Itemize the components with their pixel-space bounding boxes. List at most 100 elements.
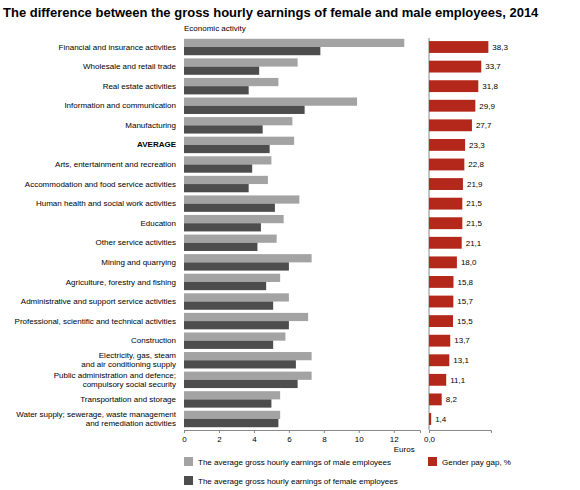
- bar: [184, 39, 404, 47]
- bar: [429, 276, 453, 288]
- y-tick: Education: [140, 219, 178, 228]
- bar: [184, 262, 289, 270]
- bar: [184, 332, 285, 340]
- y-tick-label: Mining and quarrying: [101, 258, 176, 267]
- bar: [184, 156, 271, 164]
- bar: [429, 413, 431, 425]
- bar: [184, 274, 280, 282]
- legend-item: Gender pay gap, %: [428, 457, 511, 467]
- label-line: Public administration and defence;: [54, 371, 176, 380]
- bar: [184, 380, 298, 388]
- label-line: Accommodation and food service activitie…: [25, 180, 176, 189]
- y-tick: Construction: [131, 336, 178, 345]
- bar: [429, 178, 463, 190]
- legend-swatch: [184, 476, 193, 485]
- bar: [184, 204, 275, 212]
- y-tick-label: AVERAGE: [137, 140, 177, 149]
- bar: [429, 100, 475, 112]
- bar: [184, 86, 249, 94]
- data-label: 29,9: [479, 102, 495, 111]
- x-tick-label: 8: [322, 435, 327, 444]
- bar: [184, 223, 261, 231]
- label-line: Wholesale and retail trade: [83, 62, 176, 71]
- x-tick-mark: [359, 430, 360, 433]
- data-label: 13,1: [453, 356, 469, 365]
- label-line: Agriculture, forestry and fishing: [66, 278, 176, 287]
- y-tick: Arts, entertainment and recreation: [55, 160, 178, 169]
- data-label: 21,5: [466, 199, 482, 208]
- data-labels: 38,333,731,829,927,723,322,821,921,521,5…: [435, 43, 508, 424]
- x-tick-label: 12: [390, 435, 399, 444]
- y-tick-label: Real estate activities: [103, 82, 176, 91]
- bar: [184, 195, 299, 203]
- bar: [184, 106, 305, 114]
- y-tick-label: Electricity, gas, steamand air condition…: [81, 351, 176, 369]
- bar: [184, 372, 312, 380]
- data-label: 31,8: [482, 82, 498, 91]
- bar: [184, 164, 252, 172]
- y-tick: Public administration and defence;compul…: [54, 371, 178, 389]
- x-axis-title: Euros: [394, 445, 415, 454]
- plot-left: [184, 39, 404, 427]
- bar: [184, 176, 268, 184]
- y-tick-label: Administrative and support service activ…: [21, 297, 176, 306]
- data-label: 21,9: [467, 180, 483, 189]
- label-line: Manufacturing: [125, 121, 176, 130]
- data-label: 8,2: [446, 395, 458, 404]
- bar: [184, 391, 280, 399]
- bar: [184, 293, 289, 301]
- label-line: AVERAGE: [137, 140, 177, 149]
- bar: [184, 411, 280, 419]
- y-tick-label: Manufacturing: [125, 121, 176, 130]
- x-axis-line: [430, 431, 492, 434]
- bar: [184, 47, 320, 55]
- y-tick: Wholesale and retail trade: [83, 62, 178, 71]
- bar: [429, 237, 462, 249]
- x-tick-mark: [254, 430, 255, 433]
- x-tick: 8: [322, 430, 327, 444]
- label-line: Professional, scientific and technical a…: [15, 317, 176, 326]
- data-label: 22,8: [468, 160, 484, 169]
- label-line: Human health and social work activities: [36, 199, 176, 208]
- bar: [184, 352, 312, 360]
- bar: [429, 217, 462, 229]
- bar: [429, 354, 449, 366]
- x-tick-label: 10: [355, 435, 364, 444]
- bar: [429, 335, 450, 347]
- x-tick: 0,0: [424, 430, 436, 444]
- bar: [429, 256, 457, 268]
- data-label: 27,7: [476, 121, 492, 130]
- bar: [184, 98, 357, 106]
- y-tick-label: Financial and insurance activities: [59, 43, 176, 52]
- data-label: 18,0: [461, 258, 477, 267]
- y-tick: Financial and insurance activities: [59, 43, 178, 52]
- label-line: Water supply; sewerage, waste management: [16, 410, 177, 419]
- bar: [429, 296, 453, 308]
- x-tick-mark: [324, 430, 325, 433]
- bar: [429, 393, 442, 405]
- bar: [429, 139, 465, 151]
- bar: [184, 254, 312, 262]
- x-tick: 4: [252, 430, 257, 444]
- y-tick: Mining and quarrying: [101, 258, 178, 267]
- y-tick-label: Information and communication: [64, 101, 176, 110]
- data-label: 33,7: [485, 62, 501, 71]
- data-label: 13,7: [454, 336, 470, 345]
- label-line: compulsory social security: [83, 380, 176, 389]
- label-line: Other service activities: [96, 238, 176, 247]
- x-axis-2: 0,0: [424, 430, 492, 444]
- x-axis-line: [185, 431, 421, 434]
- label-line: Information and communication: [64, 101, 176, 110]
- bar: [184, 360, 296, 368]
- y-axis-title: Economic activity: [184, 24, 246, 33]
- bar: [429, 374, 446, 386]
- data-label: 15,8: [457, 278, 473, 287]
- y-tick: Electricity, gas, steamand air condition…: [81, 351, 178, 369]
- y-tick: Real estate activities: [103, 82, 178, 91]
- bar: [184, 184, 249, 192]
- data-label: 15,7: [457, 297, 473, 306]
- y-tick: Human health and social work activities: [36, 199, 178, 208]
- x-axis: 024681012: [182, 430, 420, 444]
- y-tick: Administrative and support service activ…: [21, 297, 178, 306]
- bar: [429, 159, 464, 171]
